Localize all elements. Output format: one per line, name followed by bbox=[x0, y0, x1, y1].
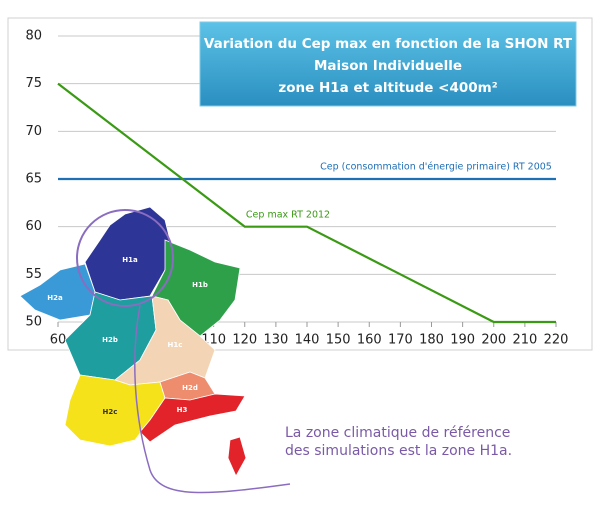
lines bbox=[57, 82, 556, 324]
y-tick-label: 50 bbox=[25, 315, 42, 330]
x-tick-label: 60 bbox=[50, 333, 67, 348]
y-tick-label: 55 bbox=[25, 267, 42, 282]
x-tick-label: 200 bbox=[481, 333, 506, 348]
zone-label: H1b bbox=[192, 281, 208, 289]
chart-title: Variation du Cep max en fonction de la S… bbox=[204, 36, 573, 52]
corsica bbox=[227, 436, 247, 477]
zone-label: H2c bbox=[103, 408, 118, 416]
x-tick-label: 190 bbox=[450, 333, 475, 348]
series-label: Cep (consommation d'énergie primaire) RT… bbox=[320, 162, 552, 173]
zone-label: H2d bbox=[182, 384, 198, 392]
x-tick-label: 160 bbox=[357, 333, 382, 348]
zone-label: H3 bbox=[177, 406, 188, 414]
zone-label: H2a bbox=[47, 294, 63, 302]
x-tick-label: 210 bbox=[512, 333, 537, 348]
series-label: Cep max RT 2012 bbox=[246, 210, 330, 221]
chart-title: Maison Individuelle bbox=[314, 58, 462, 74]
x-tick-label: 220 bbox=[544, 333, 569, 348]
series-line bbox=[57, 82, 556, 324]
x-tick-label: 120 bbox=[232, 333, 257, 348]
y-tick-label: 80 bbox=[25, 29, 42, 44]
map-caption: La zone climatique de référence bbox=[285, 425, 510, 441]
zone-label: H1c bbox=[168, 341, 183, 349]
chart-title: zone H1a et altitude <400m² bbox=[278, 80, 497, 96]
zone-label: H1a bbox=[122, 256, 138, 264]
title-box bbox=[199, 21, 577, 107]
zone-label: H2b bbox=[102, 336, 118, 344]
x-tick-label: 170 bbox=[388, 333, 413, 348]
zone-h1b bbox=[151, 239, 241, 337]
x-tick-label: 180 bbox=[419, 333, 444, 348]
highlight-circle bbox=[76, 209, 174, 307]
x-tick-label: 140 bbox=[295, 333, 320, 348]
x-tick-label: 150 bbox=[326, 333, 351, 348]
chart-frame bbox=[7, 17, 593, 351]
zone-h3 bbox=[139, 393, 246, 443]
y-tick-label: 70 bbox=[25, 124, 42, 139]
callout-line bbox=[134, 304, 291, 494]
y-tick-label: 65 bbox=[25, 172, 42, 187]
map-caption: des simulations est la zone H1a. bbox=[285, 443, 512, 459]
y-tick-label: 60 bbox=[25, 219, 42, 234]
france-map bbox=[19, 206, 247, 477]
y-tick-label: 75 bbox=[25, 76, 42, 91]
x-tick-label: 130 bbox=[263, 333, 288, 348]
